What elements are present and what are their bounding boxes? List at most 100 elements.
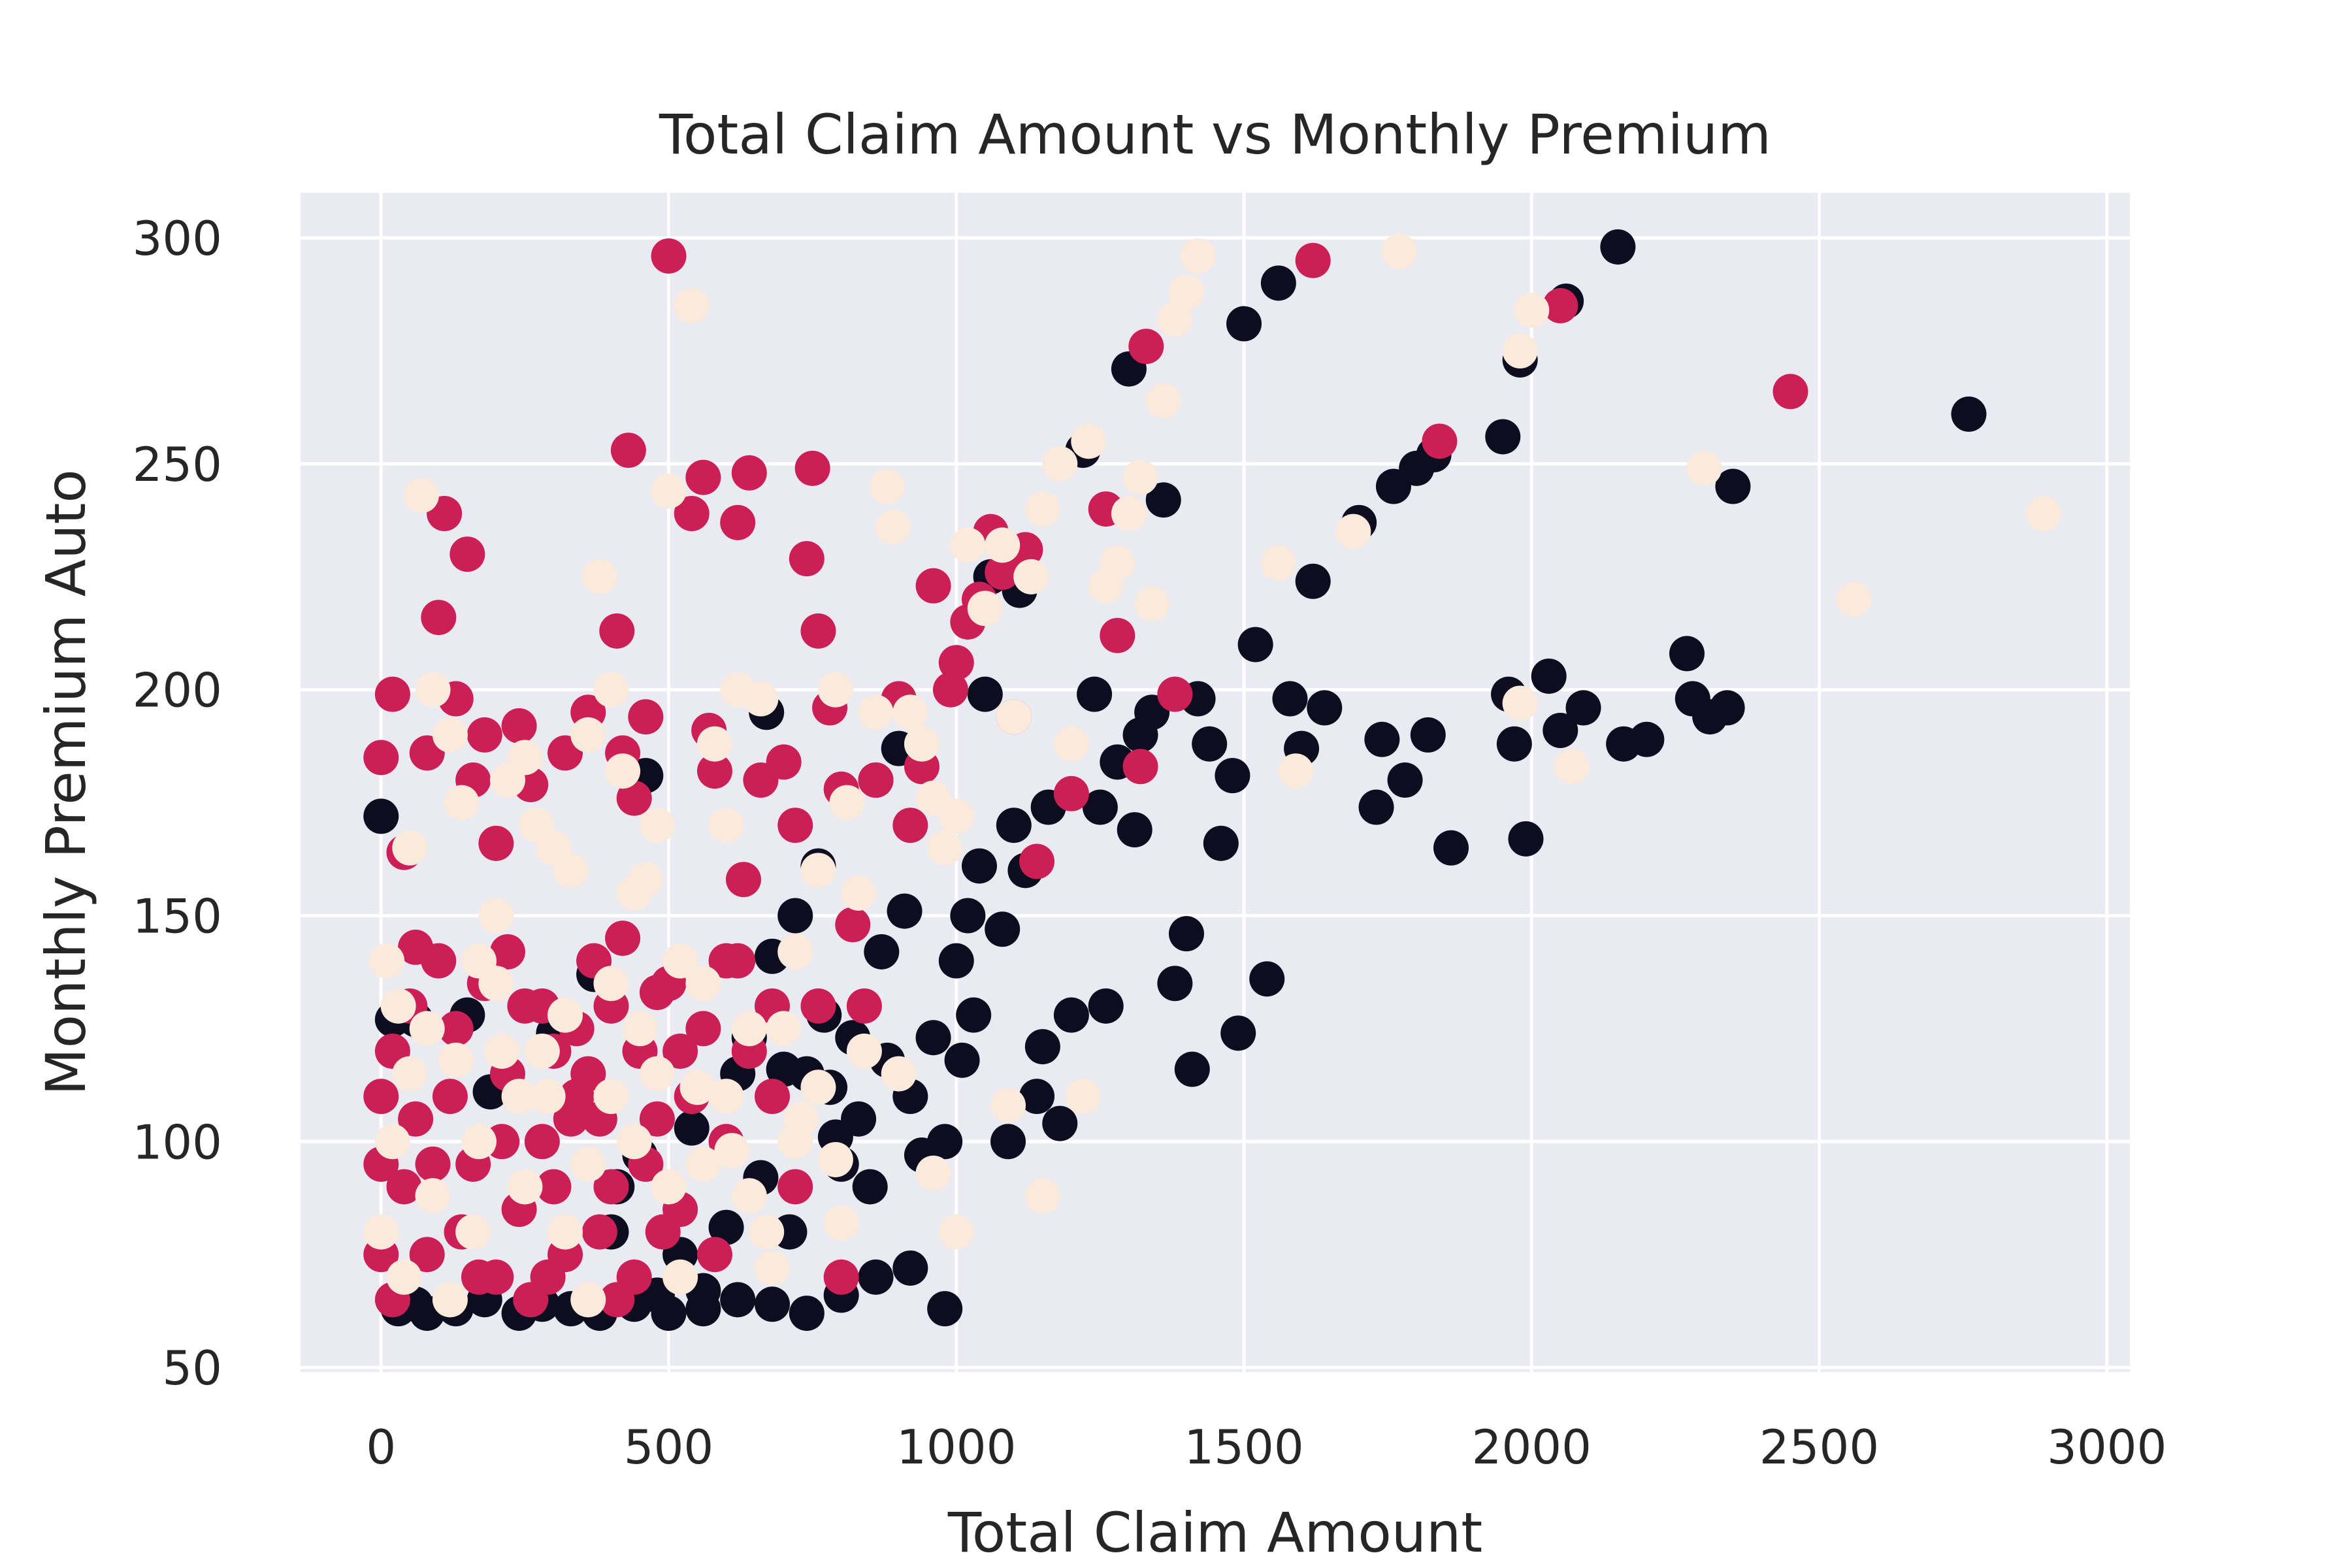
data-point [1053,776,1089,811]
data-point [409,1237,445,1273]
y-tick-label: 300 [133,211,222,266]
x-tick-label: 0 [366,1420,396,1475]
data-point [817,1141,853,1177]
data-point [794,450,830,486]
data-point [444,785,480,821]
data-point [800,853,836,889]
data-point [1065,1079,1101,1115]
data-point [449,536,485,572]
data-point [662,1259,698,1295]
data-point [1237,627,1273,662]
data-point [938,943,974,979]
data-point [749,1214,785,1250]
data-point [489,934,525,970]
data-point [1272,681,1308,717]
data-point [938,798,974,834]
data-point [985,911,1021,947]
data-point [484,1033,520,1069]
data-point [639,1101,675,1137]
data-point [478,966,514,1002]
data-point [1422,423,1458,459]
data-point [599,613,635,649]
x-axis-label: Total Claim Amount [947,1501,1482,1565]
data-point [1410,717,1446,753]
x-tick-labels: 0 500 1000 1500 2000 2500 3000 [366,1420,2166,1475]
y-tick-label: 50 [162,1341,222,1396]
data-point [1019,843,1055,879]
data-point [720,504,756,540]
plot-area [301,193,2130,1372]
data-point [1335,514,1371,549]
data-point [1168,274,1204,310]
data-point [1565,690,1601,726]
data-point [639,808,675,843]
data-point [1531,658,1567,694]
data-point [892,1250,928,1286]
data-point [1951,396,1987,432]
data-point [674,1110,710,1146]
data-point [374,676,410,712]
data-point [398,1101,434,1137]
data-point [507,740,543,776]
data-point [599,1282,635,1318]
data-point [1024,491,1060,527]
data-point [524,1124,560,1160]
data-point [386,1259,422,1295]
data-point [875,509,911,545]
data-point [777,934,813,970]
y-tick-label: 250 [133,437,222,492]
data-point [547,1214,583,1250]
data-point [1082,789,1118,825]
data-point [380,988,416,1024]
data-point [461,1259,497,1295]
data-point [1122,459,1158,495]
data-point [438,1011,474,1047]
data-point [708,1209,744,1245]
data-point [1260,265,1296,301]
data-point [892,808,928,843]
data-point [374,1124,410,1160]
data-point [628,862,664,898]
data-point [524,1033,560,1069]
data-point [864,934,900,970]
data-point [1174,1051,1210,1087]
data-point [639,1056,675,1092]
data-point [904,726,939,762]
data-point [593,672,629,708]
data-point [1554,749,1590,785]
data-point [932,672,968,708]
data-point [421,943,457,979]
data-point [1496,726,1532,762]
data-point [725,862,761,898]
data-point [1203,825,1239,861]
data-point [1543,287,1578,323]
data-point [466,717,502,753]
data-point [645,1214,681,1250]
data-point [651,1296,687,1331]
data-point [990,1087,1026,1123]
data-point [547,997,583,1033]
data-point [841,1101,877,1137]
data-point [392,830,428,866]
data-point [662,943,698,979]
data-point [881,1056,917,1092]
data-point [478,898,514,934]
data-point [766,744,802,780]
data-point [1077,676,1113,712]
data-point [927,1124,963,1160]
data-point [1669,636,1705,672]
data-point [841,875,877,911]
data-point [622,1011,658,1047]
data-point [823,1205,859,1241]
data-points [363,229,2061,1331]
data-point [501,1079,537,1115]
data-point [858,694,894,730]
data-point [1122,749,1158,785]
data-point [720,943,756,979]
data-point [1600,229,1636,265]
data-point [696,726,732,762]
data-point [570,717,606,753]
x-tick-label: 1500 [1184,1420,1303,1475]
data-point [651,473,687,509]
y-axis-label: Monthly Premium Auto [34,469,98,1096]
